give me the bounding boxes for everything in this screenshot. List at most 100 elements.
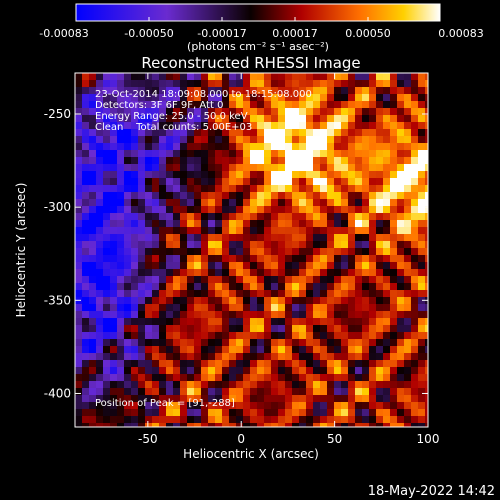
heatmap-cell bbox=[187, 248, 194, 255]
heatmap-cell bbox=[299, 220, 306, 227]
heatmap-cell bbox=[355, 416, 362, 423]
heatmap-cell bbox=[208, 94, 215, 101]
heatmap-cell bbox=[243, 220, 250, 227]
heatmap-cell bbox=[299, 150, 306, 157]
heatmap-cell bbox=[96, 178, 103, 185]
heatmap-cell bbox=[159, 318, 166, 325]
heatmap-cell bbox=[222, 374, 229, 381]
heatmap-cell bbox=[369, 87, 376, 94]
heatmap-cell bbox=[215, 304, 222, 311]
heatmap-cell bbox=[418, 346, 425, 353]
heatmap-cell bbox=[222, 178, 229, 185]
heatmap-cell bbox=[103, 423, 110, 427]
heatmap-cell bbox=[215, 416, 222, 423]
heatmap-cell bbox=[201, 157, 208, 164]
heatmap-cell bbox=[243, 283, 250, 290]
heatmap-cell bbox=[411, 339, 418, 346]
heatmap-cell bbox=[362, 325, 369, 332]
heatmap-cell bbox=[313, 143, 320, 150]
heatmap-cell bbox=[285, 94, 292, 101]
heatmap-cell bbox=[215, 381, 222, 388]
heatmap-cell bbox=[411, 248, 418, 255]
heatmap-cell bbox=[327, 129, 334, 136]
heatmap-cell bbox=[180, 346, 187, 353]
heatmap-cell bbox=[117, 178, 124, 185]
heatmap-cell bbox=[103, 150, 110, 157]
heatmap-cell bbox=[131, 346, 138, 353]
heatmap-cell bbox=[89, 206, 96, 213]
heatmap-cell bbox=[82, 276, 89, 283]
heatmap-cell bbox=[334, 185, 341, 192]
heatmap-cell bbox=[285, 213, 292, 220]
heatmap-cell bbox=[187, 290, 194, 297]
colorbar-tick-label: 0.00017 bbox=[272, 27, 318, 40]
heatmap-cell bbox=[320, 381, 327, 388]
heatmap-cell bbox=[124, 290, 131, 297]
heatmap-cell bbox=[369, 122, 376, 129]
y-tick-label: -350 bbox=[44, 293, 71, 307]
heatmap-cell bbox=[411, 227, 418, 234]
heatmap-cell bbox=[201, 143, 208, 150]
heatmap-cell bbox=[180, 122, 187, 129]
heatmap-cell bbox=[257, 409, 264, 416]
heatmap-cell bbox=[250, 227, 257, 234]
heatmap-cell bbox=[145, 73, 152, 80]
heatmap-cell bbox=[320, 122, 327, 129]
heatmap-cell bbox=[271, 283, 278, 290]
heatmap-cell bbox=[320, 101, 327, 108]
heatmap-cell bbox=[117, 276, 124, 283]
heatmap-cell bbox=[103, 136, 110, 143]
heatmap-cell bbox=[201, 290, 208, 297]
heatmap-cell bbox=[390, 185, 397, 192]
heatmap-cell bbox=[250, 234, 257, 241]
heatmap-cell bbox=[236, 409, 243, 416]
heatmap-cell bbox=[82, 381, 89, 388]
heatmap-cell bbox=[166, 150, 173, 157]
heatmap-cell bbox=[348, 73, 355, 80]
heatmap-cell bbox=[103, 374, 110, 381]
heatmap-cell bbox=[152, 297, 159, 304]
heatmap-cell bbox=[236, 164, 243, 171]
heatmap-cell bbox=[376, 101, 383, 108]
heatmap-cell bbox=[348, 150, 355, 157]
heatmap-cell bbox=[103, 248, 110, 255]
heatmap-cell bbox=[376, 339, 383, 346]
heatmap-cell bbox=[222, 283, 229, 290]
heatmap-cell bbox=[425, 87, 428, 94]
heatmap-cell bbox=[75, 283, 82, 290]
heatmap-cell bbox=[271, 381, 278, 388]
heatmap-cell bbox=[418, 178, 425, 185]
heatmap-cell bbox=[376, 304, 383, 311]
heatmap-cell bbox=[250, 346, 257, 353]
heatmap-cell bbox=[131, 325, 138, 332]
heatmap-cell bbox=[159, 220, 166, 227]
heatmap-cell bbox=[425, 220, 428, 227]
heatmap-cell bbox=[82, 248, 89, 255]
heatmap-cell bbox=[320, 73, 327, 80]
heatmap-cell bbox=[334, 388, 341, 395]
heatmap-cell bbox=[264, 339, 271, 346]
heatmap-cell bbox=[117, 164, 124, 171]
heatmap-cell bbox=[131, 206, 138, 213]
heatmap-cell bbox=[264, 395, 271, 402]
heatmap-cell bbox=[306, 206, 313, 213]
heatmap-cell bbox=[117, 318, 124, 325]
heatmap-cell bbox=[152, 374, 159, 381]
heatmap-cell bbox=[110, 150, 117, 157]
heatmap-cell bbox=[278, 101, 285, 108]
heatmap-cell bbox=[173, 262, 180, 269]
heatmap-cell bbox=[152, 227, 159, 234]
heatmap-cell bbox=[110, 122, 117, 129]
heatmap-cell bbox=[201, 108, 208, 115]
heatmap-cell bbox=[348, 171, 355, 178]
heatmap-cell bbox=[306, 332, 313, 339]
heatmap-cell bbox=[138, 178, 145, 185]
heatmap-cell bbox=[159, 332, 166, 339]
heatmap-cell bbox=[313, 87, 320, 94]
heatmap-cell bbox=[96, 87, 103, 94]
heatmap-cell bbox=[173, 234, 180, 241]
heatmap-cell bbox=[201, 318, 208, 325]
heatmap-cell bbox=[411, 290, 418, 297]
heatmap-cell bbox=[271, 409, 278, 416]
heatmap-cell bbox=[229, 185, 236, 192]
